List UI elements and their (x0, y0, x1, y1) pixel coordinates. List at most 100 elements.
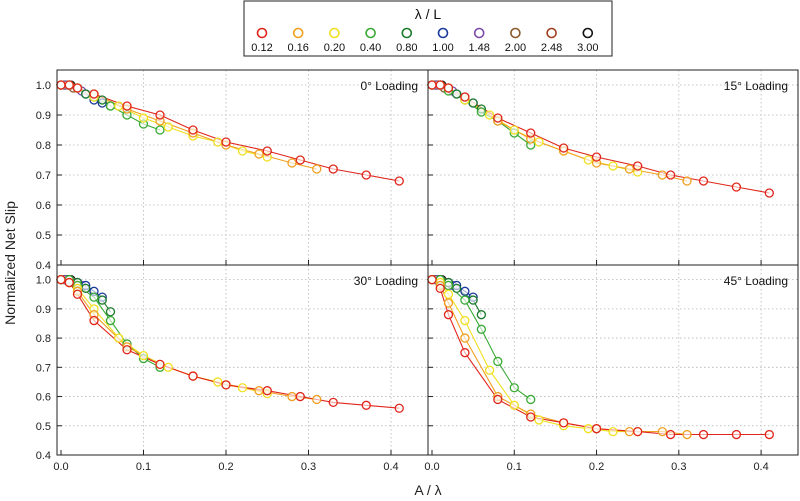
x-tick-label: 0.2 (589, 461, 604, 473)
data-point-0.20 (534, 137, 544, 147)
data-point-0.20 (443, 289, 454, 299)
legend-marker-0.20 (329, 27, 340, 39)
data-point-0.12 (155, 359, 165, 370)
data-point-0.12 (435, 80, 445, 90)
data-point-0.12 (328, 164, 338, 174)
data-point-0.40 (526, 394, 536, 405)
x-tick-label: 0.4 (383, 461, 398, 473)
data-point-0.16 (443, 298, 454, 308)
data-point-0.12 (64, 80, 74, 90)
legend-marker-0.80 (401, 27, 413, 39)
data-point-0.12 (72, 289, 83, 299)
x-tick-label: 0.3 (301, 461, 316, 473)
data-point-0.16 (287, 391, 297, 402)
data-point-0.16 (624, 426, 635, 437)
y-axis-label: Normalized Net Slip (2, 201, 18, 325)
y-tick-label: 0.4 (36, 260, 51, 272)
data-point-0.12 (155, 110, 165, 120)
y-tick-label: 0.6 (36, 200, 51, 212)
data-point-0.12 (295, 391, 305, 402)
data-point-0.80 (452, 89, 462, 99)
y-tick-label: 1.0 (36, 80, 51, 92)
data-point-0.20 (138, 350, 149, 361)
panel-frame (427, 264, 799, 456)
data-point-0.20 (237, 146, 248, 156)
panel-title: 0° Loading (360, 79, 418, 93)
data-point-0.12 (443, 83, 454, 93)
data-point-0.16 (460, 333, 470, 343)
data-point-0.12 (427, 80, 437, 90)
x-tick-label: 0.0 (424, 461, 439, 473)
data-point-0.12 (698, 429, 709, 440)
data-point-0.12 (64, 277, 74, 288)
data-point-0.80 (97, 295, 107, 305)
legend-label-1.00: 1.00 (432, 42, 453, 54)
data-point-0.12 (427, 274, 437, 285)
data-point-0.20 (484, 110, 495, 120)
data-point-0.40 (476, 324, 487, 334)
data-point-0.12 (591, 424, 602, 434)
data-point-0.12 (698, 176, 709, 186)
x-tick-label: 0.3 (671, 461, 686, 473)
legend-marker-1.48 (473, 27, 485, 39)
x-tick-label: 0.1 (136, 461, 151, 473)
legend-marker-2.48 (546, 27, 557, 39)
data-point-0.12 (89, 315, 99, 326)
data-point-0.16 (254, 149, 264, 159)
data-point-0.12 (460, 92, 470, 102)
data-point-0.20 (460, 315, 470, 326)
data-point-0.12 (731, 429, 742, 440)
data-point-0.12 (443, 310, 454, 320)
data-point-0.12 (328, 397, 338, 408)
data-point-0.40 (476, 107, 487, 117)
legend-label-2.00: 2.00 (505, 42, 526, 54)
panel-2: 15° Loading (427, 69, 799, 266)
data-point-0.12 (394, 176, 404, 186)
data-point-0.12 (731, 182, 742, 192)
data-point-0.12 (188, 371, 198, 381)
panel-1: 0.4 0.5 0.6 0.7 0.8 0.9 1.0 0° Loading (36, 69, 429, 272)
data-point-0.12 (764, 188, 774, 198)
data-point-0.80 (452, 283, 462, 294)
data-point-0.40 (89, 292, 99, 302)
data-point-0.12 (122, 345, 132, 355)
data-point-0.12 (435, 283, 445, 294)
panel-title: 30° Loading (354, 274, 418, 288)
data-point-0.20 (509, 400, 519, 410)
data-point-0.20 (163, 362, 173, 372)
data-point-0.12 (394, 403, 404, 413)
data-point-0.12 (188, 125, 198, 135)
data-point-0.20 (484, 365, 495, 375)
data-point-0.12 (526, 412, 536, 422)
data-point-0.80 (81, 283, 91, 294)
data-point-0.20 (114, 101, 124, 111)
data-point-0.16 (657, 426, 668, 437)
data-point-0.40 (509, 383, 519, 393)
data-point-0.12 (262, 146, 272, 156)
data-point-0.16 (312, 394, 322, 405)
legend-label-0.12: 0.12 (251, 42, 272, 54)
legend-label-0.20: 0.20 (324, 42, 345, 54)
data-point-0.12 (558, 143, 569, 153)
y-tick-label: 0.8 (36, 140, 51, 152)
data-point-0.16 (657, 170, 668, 180)
data-point-0.12 (633, 426, 643, 437)
x-tick-label: 0.0 (53, 461, 68, 473)
y-tick-label: 1.0 (36, 275, 51, 287)
data-point-1.00 (460, 286, 470, 296)
x-tick-label: 0.2 (218, 461, 233, 473)
legend-marker-0.40 (365, 27, 376, 39)
data-point-0.20 (213, 137, 223, 147)
panel-title: 45° Loading (724, 274, 788, 288)
data-point-0.80 (81, 89, 91, 99)
legend-entries: 0.12 0.16 0.20 0.40 0.80 1.00 1.48 2.00 2.48 3.00 (251, 27, 599, 54)
data-point-0.16 (312, 164, 322, 174)
data-point-0.16 (682, 176, 692, 186)
data-point-0.12 (56, 274, 66, 285)
data-point-0.20 (608, 426, 618, 437)
legend-marker-3.00 (582, 27, 594, 39)
y-tick-label: 0.9 (36, 304, 51, 316)
data-point-0.80 (468, 98, 478, 108)
y-tick-label: 0.7 (36, 170, 51, 182)
data-point-0.12 (56, 80, 66, 90)
